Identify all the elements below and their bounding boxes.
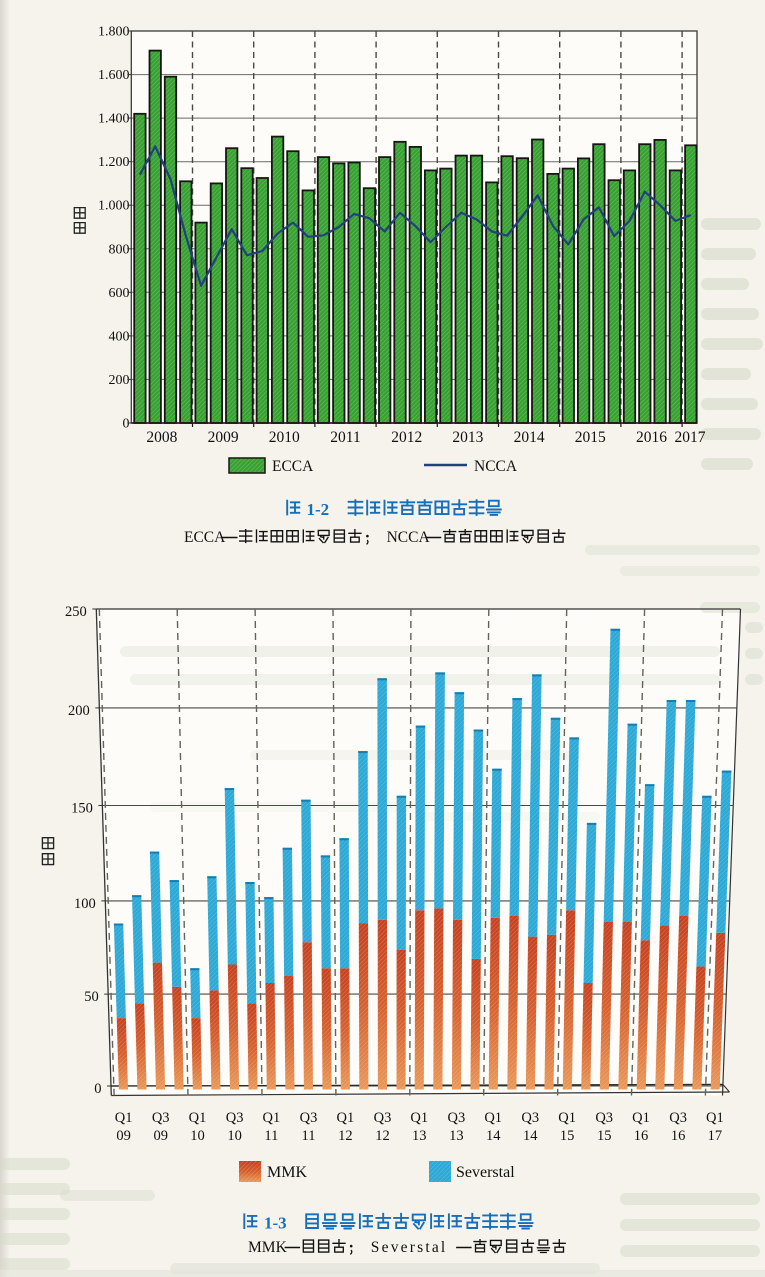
svg-text:11: 11 xyxy=(302,1128,316,1144)
svg-text:Severstal: Severstal xyxy=(456,1164,515,1181)
svg-text:14: 14 xyxy=(486,1128,501,1144)
svg-text:Q1: Q1 xyxy=(115,1110,133,1126)
svg-text:400: 400 xyxy=(109,329,130,344)
svg-text:Q1: Q1 xyxy=(263,1110,281,1126)
svg-text:NCCA: NCCA xyxy=(387,529,431,546)
svg-text:13: 13 xyxy=(449,1128,464,1144)
svg-text:Q1: Q1 xyxy=(558,1110,576,1126)
svg-text:ECCA: ECCA xyxy=(272,458,314,475)
svg-text:2008: 2008 xyxy=(146,429,177,446)
svg-text:200: 200 xyxy=(68,703,90,719)
svg-text:200: 200 xyxy=(109,373,130,388)
svg-text:Q3: Q3 xyxy=(226,1110,244,1126)
svg-text:2012: 2012 xyxy=(391,429,422,446)
svg-text:Q3: Q3 xyxy=(595,1110,613,1126)
svg-text:Q3: Q3 xyxy=(521,1110,539,1126)
svg-text:Q1: Q1 xyxy=(706,1110,724,1126)
svg-text:MMK: MMK xyxy=(248,1239,288,1256)
svg-text:15: 15 xyxy=(560,1128,575,1144)
svg-text:13: 13 xyxy=(412,1128,427,1144)
svg-text:10: 10 xyxy=(227,1128,242,1144)
svg-text:1.800: 1.800 xyxy=(98,25,130,40)
svg-text:2011: 2011 xyxy=(330,429,360,446)
svg-text:Q1: Q1 xyxy=(484,1110,502,1126)
svg-text:17: 17 xyxy=(708,1128,723,1144)
svg-text:NCCA: NCCA xyxy=(474,458,518,475)
svg-text:0: 0 xyxy=(94,1081,101,1097)
svg-text:11: 11 xyxy=(264,1128,278,1144)
svg-text:1.000: 1.000 xyxy=(98,199,130,214)
svg-text:Q3: Q3 xyxy=(669,1110,687,1126)
svg-text:Q1: Q1 xyxy=(189,1110,207,1126)
svg-text:2010: 2010 xyxy=(269,429,300,446)
svg-text:2015: 2015 xyxy=(575,429,606,446)
svg-text:1.200: 1.200 xyxy=(98,155,130,170)
svg-text:600: 600 xyxy=(109,286,130,301)
svg-text:2013: 2013 xyxy=(452,429,483,446)
svg-text:15: 15 xyxy=(597,1128,612,1144)
svg-text:800: 800 xyxy=(109,242,130,257)
svg-text:2014: 2014 xyxy=(514,429,545,446)
svg-text:Q1: Q1 xyxy=(410,1110,428,1126)
svg-text:1.400: 1.400 xyxy=(98,112,130,127)
svg-text:1-3: 1-3 xyxy=(264,1214,287,1233)
svg-text:Q3: Q3 xyxy=(152,1110,170,1126)
svg-text:09: 09 xyxy=(153,1128,168,1144)
svg-text:Q3: Q3 xyxy=(448,1110,466,1126)
svg-text:ECCA: ECCA xyxy=(184,529,226,546)
svg-text:16: 16 xyxy=(634,1128,649,1144)
svg-text:Q3: Q3 xyxy=(374,1110,392,1126)
svg-text:10: 10 xyxy=(190,1128,205,1144)
svg-text:150: 150 xyxy=(71,801,93,817)
svg-text:14: 14 xyxy=(523,1128,538,1144)
svg-text:16: 16 xyxy=(671,1128,686,1144)
svg-text:Severstal: Severstal xyxy=(371,1239,448,1256)
svg-text:09: 09 xyxy=(116,1128,131,1144)
svg-text:250: 250 xyxy=(65,604,87,620)
svg-text:50: 50 xyxy=(84,989,99,1005)
svg-text:12: 12 xyxy=(375,1128,390,1144)
svg-text:2016: 2016 xyxy=(636,429,667,446)
svg-text:Q1: Q1 xyxy=(337,1110,355,1126)
svg-text:1.600: 1.600 xyxy=(98,68,130,83)
svg-text:1-2: 1-2 xyxy=(307,500,330,519)
svg-text:Q1: Q1 xyxy=(632,1110,650,1126)
svg-text:MMK: MMK xyxy=(267,1164,307,1181)
svg-text:100: 100 xyxy=(74,896,96,912)
svg-text:2009: 2009 xyxy=(208,429,239,446)
svg-text:Q3: Q3 xyxy=(300,1110,318,1126)
svg-text:2017: 2017 xyxy=(675,429,706,446)
svg-text:12: 12 xyxy=(338,1128,353,1144)
svg-text:0: 0 xyxy=(123,417,130,432)
